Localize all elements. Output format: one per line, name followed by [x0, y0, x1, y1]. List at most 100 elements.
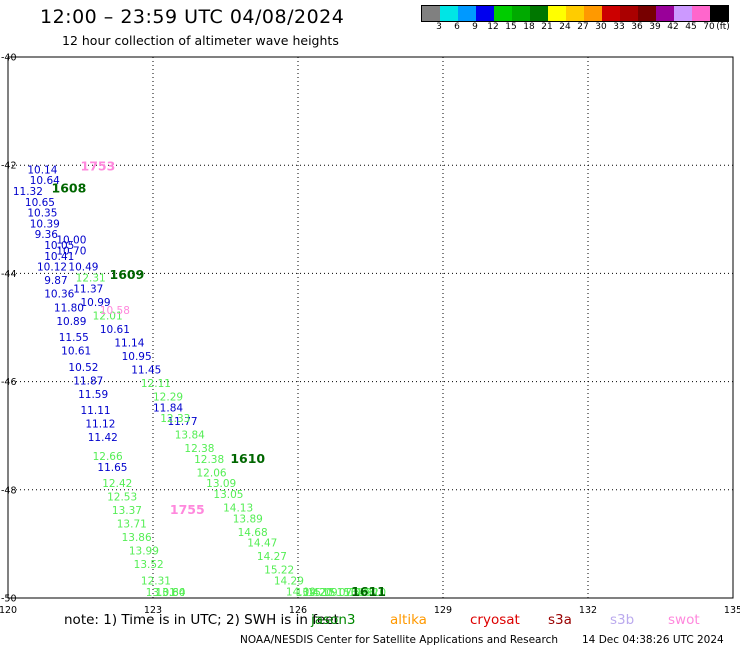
wave-height-labels: 10.1410.6411.3210.6510.3510.399.3610.051…	[13, 159, 386, 599]
satellite-label: cryosat	[470, 612, 520, 628]
wave-height-label: 10.89	[56, 316, 86, 328]
y-tick-label: -50	[1, 594, 17, 605]
wave-height-label: 11.42	[88, 432, 118, 444]
wave-height-label: 11.84	[153, 402, 183, 414]
color-scale-label: 33	[613, 22, 625, 32]
wave-height-label: 10.00	[56, 235, 86, 247]
color-scale-label: 15	[505, 22, 517, 32]
time-label: 1608	[52, 180, 87, 195]
wave-height-label: 12.33	[160, 413, 190, 425]
y-tick-label: -48	[1, 485, 17, 496]
wave-height-label: 10.12	[37, 262, 67, 274]
wave-height-label: 14.68	[238, 527, 268, 539]
wave-height-label: 10.52	[68, 362, 98, 374]
wave-height-label: 9.87	[44, 275, 67, 287]
wave-height-label: 10.70	[56, 245, 86, 257]
color-scale-label: 30	[595, 22, 607, 32]
wave-height-label: 14.92	[349, 587, 379, 599]
color-scale-label: 12	[487, 22, 499, 32]
wave-height-label: 10.05	[44, 240, 74, 252]
wave-height-label: 13.84	[175, 429, 205, 441]
color-swatch	[530, 6, 548, 21]
wave-height-label: 14.13	[223, 502, 253, 514]
time-label: 1755	[170, 502, 205, 517]
color-scale-label: 70	[703, 22, 715, 32]
wave-height-label: 17.10	[356, 587, 386, 599]
wave-height-label: 12.42	[102, 478, 132, 490]
x-tick-label: 132	[579, 605, 597, 616]
wave-height-label: 11.77	[168, 416, 198, 428]
wave-height-label: 12.31	[76, 273, 106, 285]
wave-height-label: 13.89	[233, 513, 263, 525]
wave-height-label: 14.29	[274, 575, 304, 587]
x-tick-label: 123	[144, 605, 162, 616]
wave-height-label: 9.36	[35, 229, 59, 241]
color-swatch	[494, 6, 512, 21]
color-swatch	[422, 6, 440, 21]
wave-height-label: 11.87	[73, 375, 103, 387]
wave-height-label: 16.26	[344, 587, 374, 599]
satellite-label: jason3	[311, 612, 356, 628]
wave-height-label: 12.38	[184, 443, 214, 455]
color-swatch	[440, 6, 458, 21]
wave-height-label: 11.45	[131, 364, 161, 376]
wave-height-label: 14.47	[247, 538, 277, 550]
wave-height-label: 11.12	[85, 419, 115, 431]
wave-height-label: 13.09	[206, 478, 236, 490]
wave-height-label: 15.22	[264, 565, 294, 577]
color-swatch	[566, 6, 584, 21]
color-scale-label: 36	[631, 22, 643, 32]
wave-height-label: 10.61	[61, 346, 91, 358]
y-tick-label: -40	[1, 53, 17, 64]
wave-height-label: 12.06	[197, 467, 227, 479]
wave-height-label: 13.01	[146, 587, 176, 599]
wave-height-label: 10.41	[44, 251, 74, 263]
color-swatch	[584, 6, 602, 21]
wave-height-label: 13.99	[129, 546, 159, 558]
color-swatch	[476, 6, 494, 21]
wave-height-label: 10.35	[27, 208, 57, 220]
color-scale-bar	[421, 5, 729, 22]
color-swatch	[602, 6, 620, 21]
wave-height-label: 15.57	[337, 587, 367, 599]
wave-height-label: 10.61	[100, 324, 130, 336]
footer-note: note: 1) Time is in UTC; 2) SWH is in fe…	[64, 612, 339, 628]
wave-height-label: 13.71	[117, 519, 147, 531]
color-scale-label: 21	[541, 22, 553, 32]
y-tick-label: -44	[1, 269, 17, 280]
color-scale-label: 27	[577, 22, 589, 32]
satellite-label: swot	[668, 612, 700, 628]
y-tick-label: -46	[1, 377, 17, 388]
time-label: 1610	[230, 451, 265, 466]
axis-ticks: 120 123 126 129 132 135 -40 -42 -44 -46 -48 -50	[0, 53, 740, 617]
color-swatch	[548, 6, 566, 21]
x-tick-label: 129	[434, 605, 452, 616]
color-scale-label: 18	[523, 22, 535, 32]
color-swatch	[620, 6, 638, 21]
wave-height-label: 13.52	[134, 559, 164, 571]
x-tick-label: 135	[724, 605, 740, 616]
credit-text: NOAA/NESDIS Center for Satellite Applica…	[240, 634, 558, 646]
credit-timestamp: 14 Dec 04:38:26 UTC 2024	[582, 634, 724, 646]
wave-height-label: 11.11	[81, 405, 111, 417]
wave-height-label: 10.58	[100, 305, 130, 317]
wave-height-label: 11.14	[114, 337, 144, 349]
wave-height-label: 10.99	[81, 297, 111, 309]
plot-border	[7, 56, 734, 599]
wave-height-label: 11.55	[59, 332, 89, 344]
wave-height-label: 12.31	[141, 575, 171, 587]
wave-height-label: 12.11	[141, 378, 171, 390]
color-scale-label: 3	[436, 22, 442, 32]
wave-height-label: 13.05	[213, 489, 243, 501]
wave-height-label: 10.65	[25, 197, 55, 209]
color-scale-label: 24	[559, 22, 571, 32]
wave-height-label: 11.32	[13, 186, 43, 198]
wave-height-label: 12.01	[93, 310, 123, 322]
color-swatch	[458, 6, 476, 21]
color-scale-label: 39	[649, 22, 661, 32]
chart-subtitle: 12 hour collection of altimeter wave hei…	[62, 33, 339, 48]
wave-height-label: 11.80	[54, 302, 84, 314]
y-tick-label: -42	[1, 161, 17, 172]
wave-height-label: 12.66	[93, 451, 123, 463]
